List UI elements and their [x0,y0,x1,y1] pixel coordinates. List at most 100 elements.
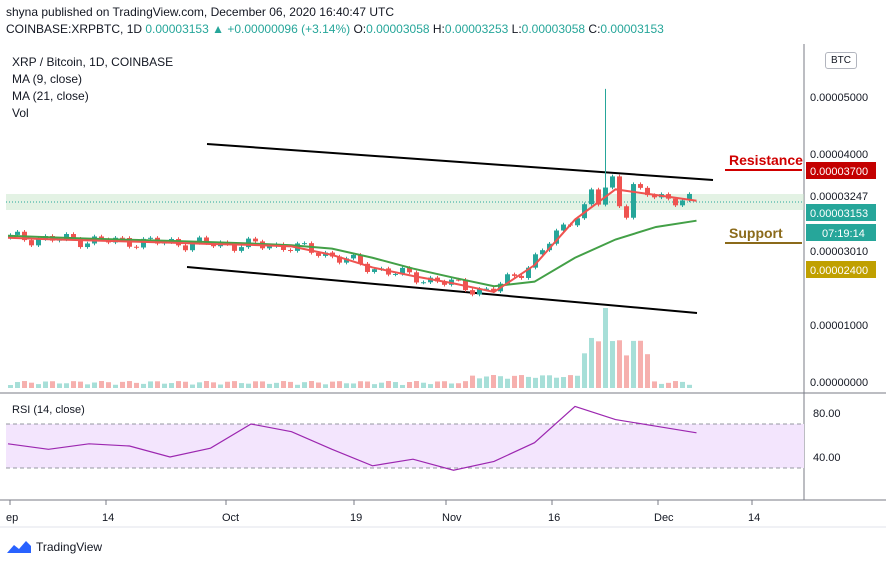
candle-body[interactable] [99,236,104,240]
candle-body[interactable] [239,247,244,251]
support-price-tag-bg [806,261,876,278]
candle-body[interactable] [351,254,356,259]
candle-body[interactable] [477,288,482,295]
candle-body[interactable] [533,254,538,268]
candle-body[interactable] [575,218,580,226]
candle-body[interactable] [407,267,412,273]
candle-body[interactable] [589,189,594,205]
candle-body[interactable] [141,238,146,248]
x-tick-label: 16 [548,512,560,524]
candle-body[interactable] [344,258,349,263]
candle-body[interactable] [484,288,489,290]
candle-body[interactable] [15,231,20,235]
volume-bar [36,384,41,388]
volume-bar [211,382,216,388]
candle-body[interactable] [687,193,692,201]
rsi-legend[interactable]: RSI (14, close) [12,404,85,416]
candle-body[interactable] [456,279,461,281]
candle-body[interactable] [673,198,678,206]
candle-body[interactable] [365,263,370,272]
rsi-tick-label: 80.00 [813,408,841,420]
volume-bar [484,376,489,388]
volume-bar [631,340,636,388]
candle-body[interactable] [526,267,531,278]
candle-body[interactable] [442,281,447,285]
candle-body[interactable] [316,252,321,256]
candle-body[interactable] [134,246,139,248]
legend-ma21[interactable]: MA (21, close) [12,89,89,103]
candle-body[interactable] [638,184,643,188]
candle-body[interactable] [631,184,636,218]
candle-body[interactable] [393,273,398,275]
candle-body[interactable] [624,206,629,218]
candle-body[interactable] [421,282,426,284]
lower-channel-line[interactable] [186,266,698,314]
candle-body[interactable] [519,275,524,278]
candle-body[interactable] [596,189,601,205]
candle-body[interactable] [204,237,209,244]
price-level-tag: 0.00003010 [810,246,868,258]
candle-body[interactable] [491,288,496,292]
candle-body[interactable] [190,242,195,251]
candle-body[interactable] [85,243,90,248]
candle-body[interactable] [71,234,76,239]
candle-body[interactable] [64,234,69,240]
published-info: shyna published on TradingView.com, Dece… [6,5,395,19]
y-tick-label: 0.00004000 [810,149,868,161]
candle-body[interactable] [148,237,153,239]
candle-body[interactable] [645,187,650,196]
candle-body[interactable] [78,238,83,248]
candle-body[interactable] [470,290,475,295]
volume-bar [204,381,209,388]
rsi-line[interactable] [7,405,697,471]
volume-bar [393,382,398,388]
candle-body[interactable] [358,254,363,264]
candle-body[interactable] [512,274,517,276]
candle-body[interactable] [372,269,377,272]
candle-body[interactable] [288,250,293,252]
candle-body[interactable] [183,245,188,251]
volume-bar [596,341,601,388]
volume-bar [512,375,517,388]
candle-body[interactable] [652,195,657,198]
candle-body[interactable] [232,244,237,251]
price-level-tag-bg [806,242,876,259]
candle-body[interactable] [253,238,258,242]
volume-bar [358,381,363,388]
upper-channel-line[interactable] [206,143,714,181]
candle-body[interactable] [400,267,405,274]
candle-body[interactable] [120,237,125,239]
volume-bar [295,384,300,388]
volume-bar [589,337,594,388]
candle-body[interactable] [561,224,566,231]
candle-body[interactable] [505,274,510,284]
candle-body[interactable] [610,176,615,188]
candle-body[interactable] [309,243,314,253]
volume-bar [197,382,202,388]
candle-body[interactable] [302,243,307,245]
close-label: C: [588,22,601,36]
candle-body[interactable] [197,237,202,243]
legend-ma9[interactable]: MA (9, close) [12,72,83,86]
candle-body[interactable] [337,256,342,263]
candle-body[interactable] [617,176,622,207]
candle-body[interactable] [267,246,272,249]
candle-body[interactable] [680,200,685,206]
volume-bar [400,384,405,388]
legend-volume[interactable]: Vol [12,106,29,120]
candle-body[interactable] [29,240,34,246]
tradingview-logo[interactable]: TradingView [6,540,102,554]
volume-bar [505,378,510,388]
candle-body[interactable] [540,250,545,255]
volume-bar [176,381,181,388]
volume-bar [680,381,685,388]
candle-body[interactable] [36,239,41,246]
ma9-line[interactable] [7,188,697,294]
candle-body[interactable] [554,230,559,244]
volume-bar [519,375,524,388]
candle-timer-tag-bg [806,224,876,241]
ma21-line[interactable] [7,219,697,288]
currency-badge[interactable]: BTC [825,52,857,69]
volume-bar [309,381,314,388]
